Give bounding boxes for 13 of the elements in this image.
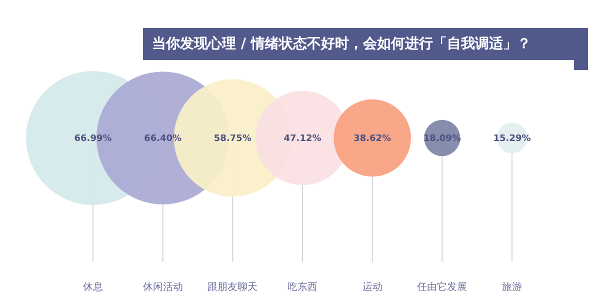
category-label: 休息 [83, 281, 103, 293]
category-label: 休闲活动 [142, 281, 183, 293]
data-label: 58.75% [214, 134, 252, 144]
data-label: 15.29% [493, 134, 531, 144]
text: 当你发现心理 / 情绪状态不好时，会如何进行「自我调适」？ [152, 35, 531, 52]
category-label: 吃东西 [288, 281, 318, 293]
category-label: 任由它发展 [416, 281, 468, 293]
data-label: 38.62% [354, 134, 392, 144]
category-label: 旅游 [502, 281, 522, 293]
category-label: 跟朋友聊天 [208, 281, 258, 293]
category-label: 运动 [362, 281, 382, 293]
data-label: 66.99% [74, 134, 112, 144]
data-label: 47.12% [284, 134, 322, 144]
